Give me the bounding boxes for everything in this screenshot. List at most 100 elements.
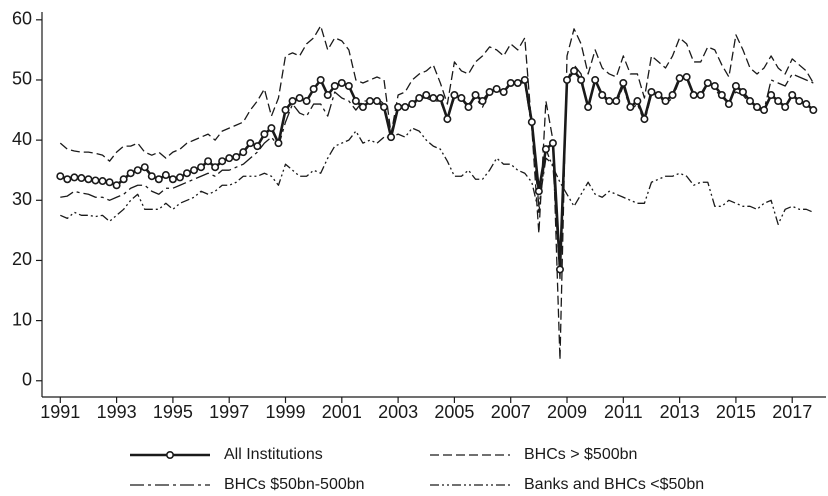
marker — [541, 145, 550, 154]
marker — [309, 85, 318, 94]
marker — [182, 169, 191, 178]
marker — [478, 97, 487, 106]
marker — [330, 81, 339, 90]
marker — [506, 78, 515, 87]
x-tick-label: 2005 — [434, 402, 474, 422]
marker — [464, 103, 473, 112]
marker — [598, 91, 607, 100]
marker — [140, 163, 149, 172]
marker — [534, 187, 543, 196]
marker — [668, 91, 677, 100]
x-tick-label: 1999 — [265, 402, 305, 422]
marker — [267, 124, 276, 133]
marker — [84, 175, 93, 184]
marker — [731, 81, 740, 90]
marker — [253, 142, 262, 151]
x-tick-label: 2015 — [716, 402, 756, 422]
series-line — [60, 64, 814, 280]
marker — [640, 115, 649, 124]
marker — [745, 97, 754, 106]
marker — [774, 97, 783, 106]
marker — [661, 97, 670, 106]
marker — [260, 130, 269, 139]
marker — [584, 103, 593, 112]
marker — [175, 173, 184, 182]
marker — [380, 103, 389, 112]
marker — [161, 171, 170, 180]
marker — [612, 97, 621, 106]
marker — [211, 163, 220, 172]
marker — [548, 139, 557, 148]
marker — [394, 103, 403, 112]
marker — [91, 176, 100, 185]
marker — [56, 172, 65, 181]
y-tick-label: 30 — [12, 189, 32, 209]
legend-marker — [166, 450, 175, 459]
marker — [168, 175, 177, 184]
marker — [485, 88, 494, 97]
marker — [133, 166, 142, 175]
marker — [344, 81, 353, 90]
legend-label: Banks and BHCs <$50bn — [524, 476, 704, 493]
marker — [591, 75, 600, 84]
marker — [316, 75, 325, 84]
marker — [323, 91, 332, 100]
marker — [98, 177, 107, 186]
x-tick-label: 1997 — [209, 402, 249, 422]
marker — [570, 66, 579, 75]
marker — [154, 175, 163, 184]
marker — [147, 172, 156, 181]
marker — [204, 157, 213, 166]
marker — [795, 97, 804, 106]
marker — [577, 75, 586, 84]
marker — [717, 91, 726, 100]
marker — [119, 175, 128, 184]
marker — [760, 106, 769, 115]
marker — [457, 94, 466, 103]
x-tick-label: 2009 — [547, 402, 587, 422]
x-tick-label: 1993 — [97, 402, 137, 422]
marker — [788, 91, 797, 100]
marker — [232, 152, 241, 161]
marker — [499, 88, 508, 97]
marker — [675, 74, 684, 83]
marker — [372, 97, 381, 106]
marker — [471, 91, 480, 100]
legend-label: BHCs $50bn-500bn — [224, 476, 365, 493]
legend-label: BHCs > $500bn — [524, 446, 637, 463]
marker — [274, 139, 283, 148]
marker — [415, 94, 424, 103]
x-tick-label: 2003 — [378, 402, 418, 422]
y-tick-label: 10 — [12, 309, 32, 329]
marker — [126, 169, 135, 178]
marker — [443, 115, 452, 124]
marker — [696, 91, 705, 100]
x-tick-label: 2013 — [660, 402, 700, 422]
series-line — [60, 127, 814, 225]
marker — [281, 106, 290, 115]
marker — [408, 100, 417, 109]
marker — [239, 148, 248, 157]
marker — [802, 100, 811, 109]
marker — [767, 91, 776, 100]
marker — [218, 157, 227, 166]
marker — [753, 103, 762, 112]
marker — [246, 139, 255, 148]
marker — [295, 94, 304, 103]
marker — [77, 174, 86, 183]
marker — [302, 97, 311, 106]
x-tick-label: 1991 — [40, 402, 80, 422]
marker — [436, 94, 445, 103]
marker — [365, 97, 374, 106]
marker — [738, 88, 747, 97]
series-line — [59, 25, 814, 361]
marker — [63, 175, 72, 184]
y-tick-label: 20 — [12, 249, 32, 269]
marker — [626, 103, 635, 112]
y-tick-label: 50 — [12, 69, 32, 89]
marker — [450, 91, 459, 100]
marker — [563, 75, 572, 84]
marker — [422, 91, 431, 100]
marker — [105, 178, 114, 187]
marker — [654, 91, 663, 100]
